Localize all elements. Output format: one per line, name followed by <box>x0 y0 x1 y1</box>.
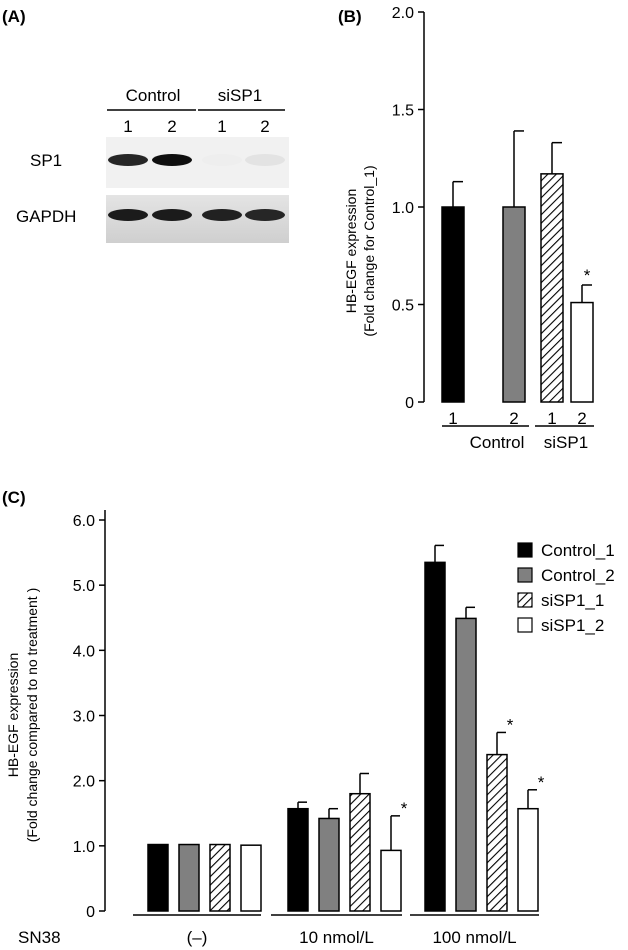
chart-b-ytick-label: 2.0 <box>392 5 414 22</box>
legend-label: Control_1 <box>541 541 615 560</box>
chart-c-significance: * <box>401 799 408 818</box>
chart-b-category-label: 1 <box>547 409 556 428</box>
legend-label: Control_2 <box>541 566 615 585</box>
chart-c-ylabel: HB-EGF expression <box>5 653 21 777</box>
chart-b-category-label: 2 <box>509 409 518 428</box>
chart-b: HB-EGF expression (Fold change for Contr… <box>343 5 594 452</box>
legend-swatch <box>517 592 533 608</box>
blot-lane-4: 2 <box>260 117 269 136</box>
chart-c-bar <box>424 561 446 912</box>
panel-label-a: (A) <box>2 7 26 26</box>
chart-c-significance: * <box>538 773 545 792</box>
western-blot: Control siSP1 1 2 1 2 SP1 GAPDH <box>16 86 289 243</box>
sp1-band-4 <box>245 154 285 166</box>
gapdh-band-2 <box>152 209 192 221</box>
chart-c-bar <box>486 753 508 912</box>
chart-b-ylabel-2: (Fold change for Control_1) <box>361 165 377 336</box>
chart-c-category-label: (–) <box>187 928 208 947</box>
chart-b-ytick-label: 0.5 <box>392 298 414 315</box>
chart-c-bar <box>178 843 200 912</box>
blot-group-sisp1: siSP1 <box>218 86 262 105</box>
chart-c-ytick-label: 0 <box>86 904 95 921</box>
chart-c-bar <box>517 807 539 912</box>
chart-c-significance: * <box>507 715 514 734</box>
chart-c-xlabel-prefix: SN38 <box>18 928 61 947</box>
chart-c-bar <box>209 843 231 912</box>
legend-swatch <box>517 617 533 633</box>
chart-b-bar <box>441 206 465 403</box>
chart-c-ytick-label: 5.0 <box>73 578 95 595</box>
chart-b-significance: * <box>584 266 591 285</box>
chart-c-ytick-label: 3.0 <box>73 709 95 726</box>
chart-c-bar <box>380 849 402 912</box>
blot-bands-gapdh <box>108 209 285 221</box>
chart-b-ylabel: HB-EGF expression <box>343 189 359 313</box>
blot-row-label-gapdh: GAPDH <box>16 207 76 226</box>
chart-c-bar <box>147 843 169 912</box>
sp1-band-1 <box>108 154 148 166</box>
gapdh-band-3 <box>202 209 242 221</box>
chart-c: HB-EGF expression (Fold change compared … <box>5 510 545 947</box>
blot-bands-sp1 <box>108 154 285 166</box>
blot-lane-3: 1 <box>217 117 226 136</box>
legend-swatch <box>517 542 533 558</box>
chart-b-bar <box>502 206 526 403</box>
chart-c-ytick-label: 1.0 <box>73 839 95 856</box>
chart-b-group-label: Control <box>470 433 525 452</box>
legend: Control_1 Control_2 siSP1_1 siSP1_2 <box>517 541 615 635</box>
chart-c-bar <box>287 807 309 912</box>
chart-b-bar <box>570 301 594 403</box>
chart-c-bar <box>455 617 477 912</box>
chart-b-ytick-label: 1.0 <box>392 200 414 217</box>
chart-b-group-label: siSP1 <box>544 433 588 452</box>
sp1-band-2 <box>152 154 192 166</box>
chart-b-category-label: 2 <box>577 409 586 428</box>
sp1-band-3 <box>202 154 242 166</box>
blot-lane-1: 1 <box>123 117 132 136</box>
chart-c-ytick-label: 4.0 <box>73 643 95 660</box>
panel-label-b: (B) <box>338 7 362 26</box>
chart-c-ytick-label: 6.0 <box>73 513 95 530</box>
chart-c-bar <box>318 817 340 912</box>
legend-swatch <box>517 567 533 583</box>
chart-c-bar <box>349 792 371 912</box>
blot-lane-2: 2 <box>167 117 176 136</box>
legend-label: siSP1_2 <box>541 616 604 635</box>
blot-group-control: Control <box>126 86 181 105</box>
gapdh-band-1 <box>108 209 148 221</box>
chart-c-ylabel-2: (Fold change compared to no treatment ) <box>24 588 40 842</box>
chart-b-category-label: 1 <box>448 409 457 428</box>
chart-b-bar <box>540 173 564 403</box>
blot-row-label-sp1: SP1 <box>30 151 62 170</box>
chart-c-category-label: 100 nmol/L <box>432 928 516 947</box>
chart-b-ytick-label: 0 <box>405 395 414 412</box>
gapdh-band-4 <box>245 209 285 221</box>
chart-c-category-label: 10 nmol/L <box>299 928 374 947</box>
chart-b-ytick-label: 1.5 <box>392 103 414 120</box>
chart-c-bar <box>240 844 262 912</box>
legend-label: siSP1_1 <box>541 591 604 610</box>
chart-c-ytick-label: 2.0 <box>73 774 95 791</box>
panel-label-c: (C) <box>2 488 26 507</box>
